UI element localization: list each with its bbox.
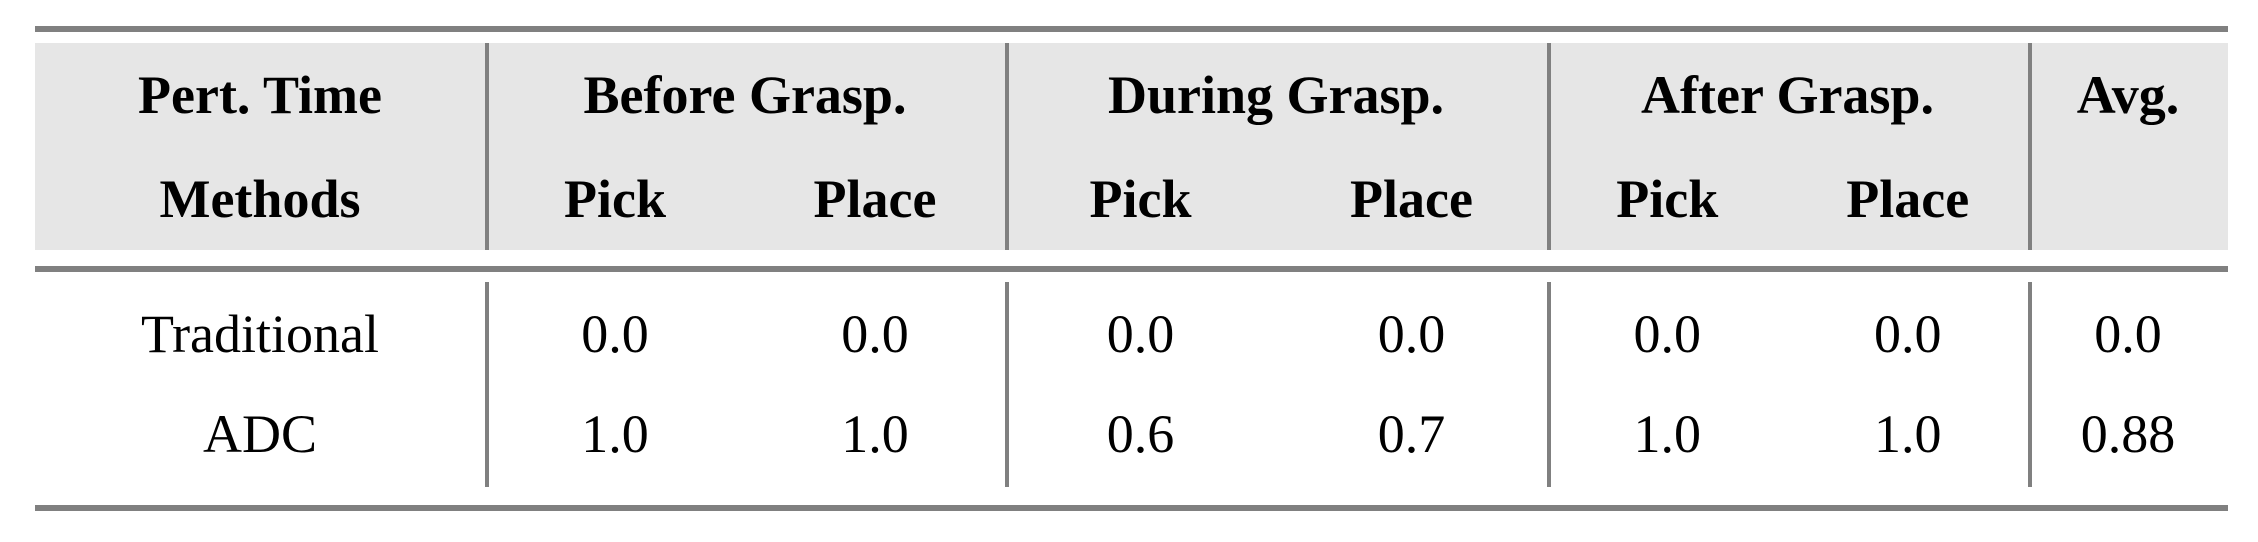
cell-after-place: 1.0 [1874, 404, 1942, 464]
column-separator-1 [485, 43, 489, 250]
header-after-place: Place [1846, 168, 1970, 229]
cell-before-place: 1.0 [841, 404, 909, 464]
table-row: Traditional 0.0 0.0 0.0 0.0 0.0 0.0 0.0 [35, 284, 2228, 384]
cell-after-pick: 1.0 [1633, 404, 1702, 464]
bottom-rule [35, 505, 2228, 511]
header-group-during: During Grasp. [1107, 65, 1445, 125]
header-methods-label: Methods [159, 168, 361, 229]
column-separator-body-3 [1547, 282, 1551, 487]
cell-before-pick: 0.0 [581, 304, 649, 364]
cell-during-place: 0.7 [1377, 404, 1446, 464]
column-separator-body-4 [2028, 282, 2032, 487]
cell-during-pick: 0.0 [1106, 304, 1175, 364]
cell-avg: 0.88 [2080, 404, 2176, 464]
header-before-pick: Pick [564, 168, 666, 229]
header-group-before: Before Grasp. [583, 65, 907, 125]
column-separator-2 [1005, 43, 1009, 250]
cell-during-place: 0.0 [1377, 304, 1446, 364]
mid-rule [35, 266, 2228, 272]
table-row: ADC 1.0 1.0 0.6 0.7 1.0 1.0 0.88 [35, 384, 2228, 484]
column-separator-4 [2028, 43, 2032, 250]
header-row-subcolumns: Methods Pick Place Pick Place Pick Place [35, 147, 2228, 250]
top-rule [35, 26, 2228, 32]
header-method-title: Pert. Time [138, 65, 382, 125]
row-method-name: Traditional [140, 304, 380, 364]
header-group-after: After Grasp. [1641, 65, 1934, 125]
header-background [35, 43, 2228, 250]
column-separator-body-2 [1005, 282, 1009, 487]
header-avg-placeholder [2028, 147, 2228, 250]
cell-after-pick: 0.0 [1633, 304, 1702, 364]
row-method-name: ADC [202, 404, 317, 464]
cell-during-pick: 0.6 [1106, 404, 1175, 464]
header-during-place: Place [1350, 168, 1473, 229]
cell-avg: 0.0 [2094, 304, 2162, 364]
header-after-pick: Pick [1616, 168, 1719, 229]
cell-after-place: 0.0 [1874, 304, 1942, 364]
header-row-group: Pert. Time Before Grasp. During Grasp. A… [35, 43, 2228, 147]
column-separator-body-1 [485, 282, 489, 487]
cell-before-place: 0.0 [841, 304, 909, 364]
header-before-place: Place [813, 168, 937, 229]
column-separator-3 [1547, 43, 1551, 250]
cell-before-pick: 1.0 [581, 404, 649, 464]
header-during-pick: Pick [1089, 168, 1192, 229]
header-group-avg: Avg. [2076, 65, 2180, 125]
